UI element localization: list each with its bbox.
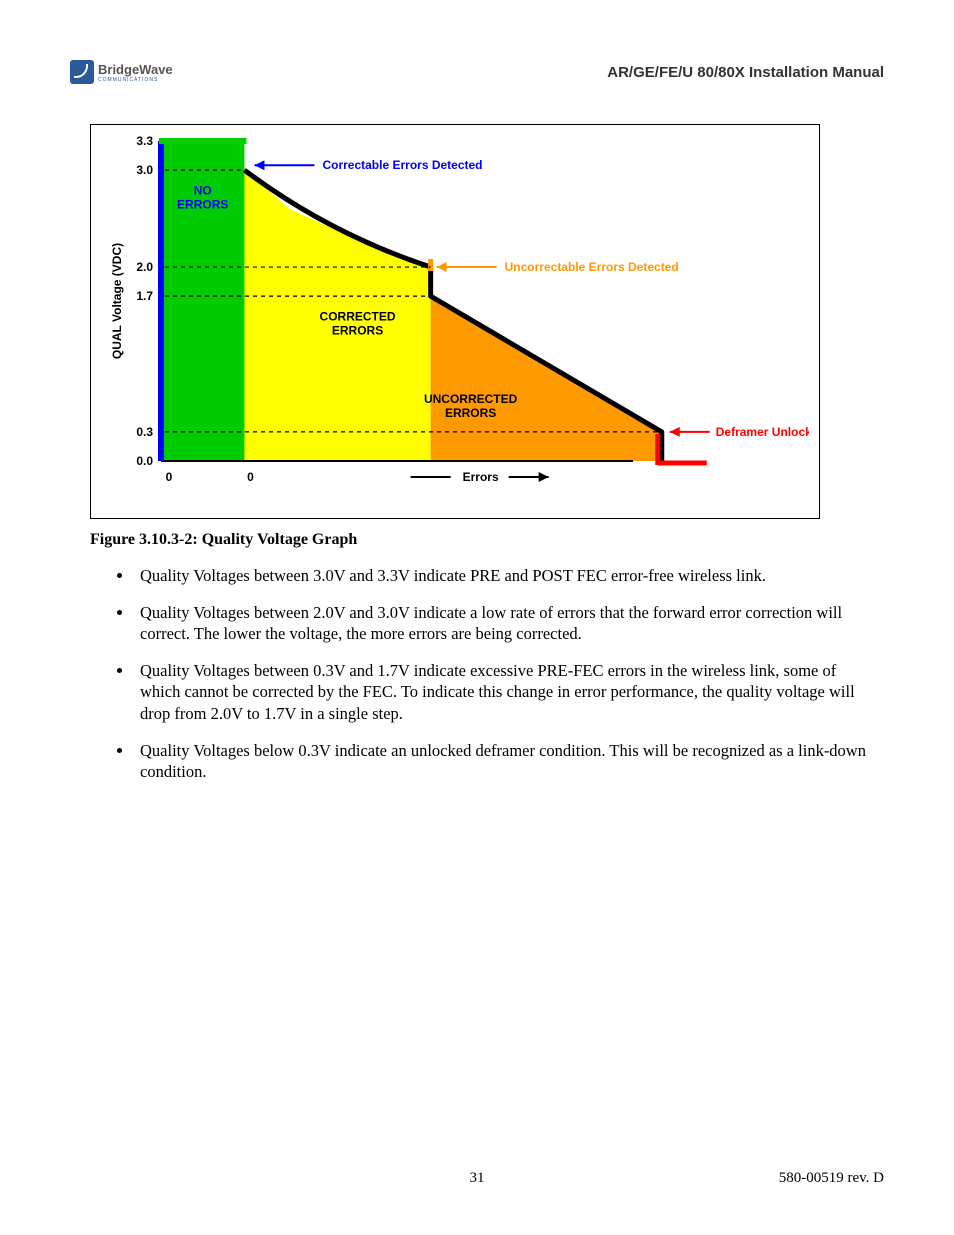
svg-text:Correctable Errors Detected: Correctable Errors Detected	[322, 158, 482, 172]
svg-text:NO: NO	[194, 183, 212, 197]
svg-text:0: 0	[247, 470, 254, 484]
bullet-item: Quality Voltages between 2.0V and 3.0V i…	[134, 602, 874, 644]
svg-text:QUAL Voltage (VDC): QUAL Voltage (VDC)	[110, 243, 124, 359]
svg-text:0: 0	[166, 470, 173, 484]
svg-text:1.7: 1.7	[136, 289, 153, 303]
quality-voltage-chart: 3.3 3.0 2.0 1.7 0.3 0.0 QUAL Voltage (VDC) 0 0 Er…	[103, 135, 809, 495]
document-title: AR/GE/FE/U 80/80X Installation Manual	[607, 64, 884, 81]
svg-text:ERRORS: ERRORS	[332, 323, 383, 337]
bullet-item: Quality Voltages between 3.0V and 3.3V i…	[134, 565, 874, 586]
svg-text:0.3: 0.3	[136, 425, 153, 439]
page-footer: 31 580-00519 rev. D	[70, 1170, 884, 1187]
svg-text:ERRORS: ERRORS	[445, 406, 496, 420]
svg-text:Deframer Unlocked (Link Down): Deframer Unlocked (Link Down)	[716, 425, 809, 439]
svg-text:UNCORRECTED: UNCORRECTED	[424, 392, 518, 406]
svg-text:2.0: 2.0	[136, 260, 153, 274]
figure-caption: Figure 3.10.3-2: Quality Voltage Graph	[90, 531, 884, 549]
bullet-item: Quality Voltages below 0.3V indicate an …	[134, 740, 874, 782]
svg-text:Errors: Errors	[463, 470, 499, 484]
chart-container: 3.3 3.0 2.0 1.7 0.3 0.0 QUAL Voltage (VDC) 0 0 Er…	[90, 124, 820, 519]
svg-text:0.0: 0.0	[136, 454, 153, 468]
svg-text:ERRORS: ERRORS	[177, 197, 228, 211]
page-header: BridgeWave COMMUNICATIONS AR/GE/FE/U 80/…	[70, 60, 884, 84]
bullet-item: Quality Voltages between 0.3V and 1.7V i…	[134, 660, 874, 723]
svg-text:3.0: 3.0	[136, 163, 153, 177]
logo-text: BridgeWave	[98, 62, 173, 77]
svg-text:3.3: 3.3	[136, 135, 153, 148]
svg-text:Uncorrectable Errors Detected: Uncorrectable Errors Detected	[505, 260, 679, 274]
logo-icon	[70, 60, 94, 84]
page-number: 31	[70, 1170, 884, 1187]
logo-subtext: COMMUNICATIONS	[98, 77, 173, 83]
bullet-list: Quality Voltages between 3.0V and 3.3V i…	[100, 565, 874, 782]
svg-text:CORRECTED: CORRECTED	[320, 309, 396, 323]
logo: BridgeWave COMMUNICATIONS	[70, 60, 173, 84]
